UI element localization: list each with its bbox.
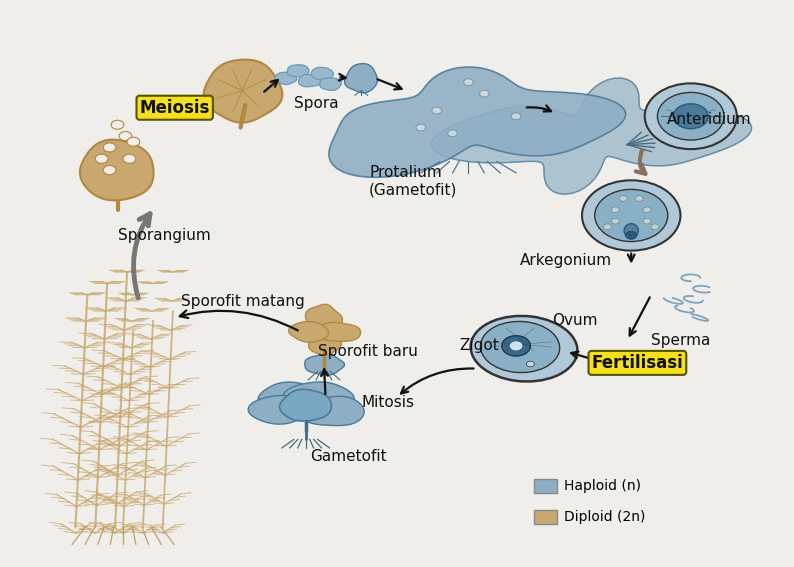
Text: Protalium
(Gametofit): Protalium (Gametofit) <box>369 165 457 198</box>
Text: Sporangium: Sporangium <box>118 228 210 243</box>
Ellipse shape <box>480 321 560 373</box>
Polygon shape <box>305 354 345 375</box>
Circle shape <box>582 180 680 251</box>
Circle shape <box>448 130 457 137</box>
Text: Spora: Spora <box>294 96 338 111</box>
Circle shape <box>123 154 136 163</box>
Circle shape <box>619 196 627 201</box>
Polygon shape <box>203 60 283 122</box>
Text: Haploid (n): Haploid (n) <box>564 479 641 493</box>
Polygon shape <box>275 73 297 84</box>
Text: Arkegonium: Arkegonium <box>520 253 612 268</box>
Ellipse shape <box>471 316 577 382</box>
Circle shape <box>416 124 426 131</box>
Polygon shape <box>287 65 309 77</box>
Text: Sporofit matang: Sporofit matang <box>181 294 305 309</box>
Circle shape <box>651 224 659 230</box>
Circle shape <box>103 143 116 152</box>
Circle shape <box>595 189 668 242</box>
Circle shape <box>511 113 521 120</box>
Circle shape <box>480 90 489 97</box>
Circle shape <box>673 104 708 129</box>
Polygon shape <box>345 64 377 93</box>
Ellipse shape <box>624 224 638 238</box>
Text: Meiosis: Meiosis <box>140 99 210 117</box>
Circle shape <box>510 341 522 350</box>
Circle shape <box>603 224 611 230</box>
Circle shape <box>611 218 619 224</box>
Circle shape <box>526 361 534 367</box>
Circle shape <box>611 207 619 213</box>
Polygon shape <box>329 67 626 177</box>
Text: Fertilisasi: Fertilisasi <box>592 354 684 372</box>
Circle shape <box>111 120 124 129</box>
Circle shape <box>657 92 724 140</box>
Circle shape <box>643 218 651 224</box>
Polygon shape <box>309 331 341 355</box>
Polygon shape <box>306 304 342 338</box>
Polygon shape <box>301 396 364 426</box>
Text: Anteridium: Anteridium <box>667 112 752 126</box>
Circle shape <box>432 107 441 114</box>
Circle shape <box>635 196 643 201</box>
Text: Zigot: Zigot <box>459 338 499 353</box>
Circle shape <box>103 166 116 175</box>
Circle shape <box>127 137 140 146</box>
Circle shape <box>502 336 530 356</box>
Circle shape <box>645 83 737 149</box>
Polygon shape <box>299 74 321 87</box>
Polygon shape <box>258 382 330 419</box>
Polygon shape <box>431 78 752 194</box>
FancyBboxPatch shape <box>534 510 557 524</box>
FancyBboxPatch shape <box>534 479 557 493</box>
Polygon shape <box>282 382 354 418</box>
Text: Sporofit baru: Sporofit baru <box>318 344 418 359</box>
Polygon shape <box>289 321 329 342</box>
Text: Ovum: Ovum <box>552 313 597 328</box>
Polygon shape <box>80 139 153 200</box>
Polygon shape <box>249 396 310 424</box>
Circle shape <box>464 79 473 86</box>
Polygon shape <box>279 390 331 421</box>
Polygon shape <box>316 323 360 341</box>
Text: Gametofit: Gametofit <box>310 449 387 464</box>
Polygon shape <box>311 67 333 80</box>
Circle shape <box>626 231 637 239</box>
Text: Diploid (2n): Diploid (2n) <box>564 510 645 524</box>
Text: Mitosis: Mitosis <box>361 395 414 410</box>
Polygon shape <box>320 78 341 90</box>
Circle shape <box>119 132 132 141</box>
Circle shape <box>643 207 651 213</box>
Text: Sperma: Sperma <box>651 333 711 348</box>
Polygon shape <box>284 393 326 416</box>
Circle shape <box>95 154 108 163</box>
Circle shape <box>627 230 635 235</box>
